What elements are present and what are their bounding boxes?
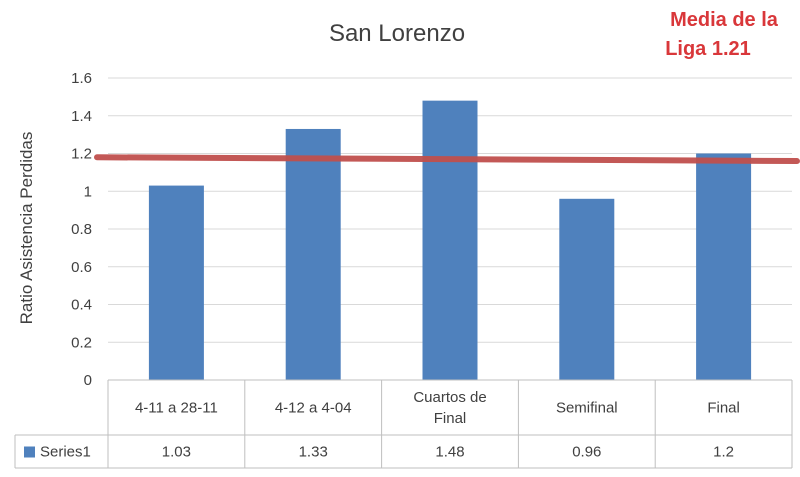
bars <box>148 100 752 381</box>
data-table-value: 0.96 <box>572 444 601 461</box>
x-category-label: 4-11 a 28-11 <box>135 400 218 417</box>
y-tick-label: 0.2 <box>71 334 92 351</box>
bar <box>696 153 752 380</box>
x-category-label: Cuartos de <box>413 389 486 406</box>
y-axis-label: Ratio Asistencia Perdidas <box>17 132 36 325</box>
reference-annotation-line-1: Media de la <box>670 9 779 31</box>
x-category-label: 4-12 a 4-04 <box>275 400 352 417</box>
x-category-label: Final <box>434 410 467 427</box>
y-tick-label: 1.6 <box>71 70 92 87</box>
reference-line-layer <box>94 154 800 165</box>
x-category-label: Final <box>707 400 740 417</box>
data-table-value: 1.33 <box>299 444 328 461</box>
bar <box>148 185 204 380</box>
reference-line <box>94 154 800 165</box>
y-tick-label: 0.4 <box>71 297 92 314</box>
y-tick-label: 0.6 <box>71 259 92 276</box>
data-table-value: 1.48 <box>435 444 464 461</box>
y-tick-label: 1.4 <box>71 108 92 125</box>
x-category-label: Semifinal <box>556 400 618 417</box>
data-table: 4-11 a 28-11 4-12 a 4-04 Cuartos de Final Se… <box>14 379 793 469</box>
data-table-value: 1.03 <box>162 444 191 461</box>
data-table-value: 1.2 <box>713 444 734 461</box>
chart-title: San Lorenzo <box>329 20 465 47</box>
y-tick-label: 0.8 <box>71 221 92 238</box>
legend-swatch <box>24 446 35 458</box>
legend-series-name: Series1 <box>40 444 91 461</box>
y-tick-label: 1 <box>84 183 92 200</box>
y-tick-label: 1.2 <box>71 146 92 163</box>
reference-annotation-line-2: Liga 1.21 <box>665 38 751 60</box>
bar <box>422 100 478 381</box>
bar <box>285 128 341 380</box>
y-tick-labels: 0 0.2 0.4 0.6 0.8 1 1.2 1.4 1.6 <box>71 70 92 389</box>
y-tick-label: 0 <box>84 372 92 389</box>
bar <box>559 198 615 380</box>
